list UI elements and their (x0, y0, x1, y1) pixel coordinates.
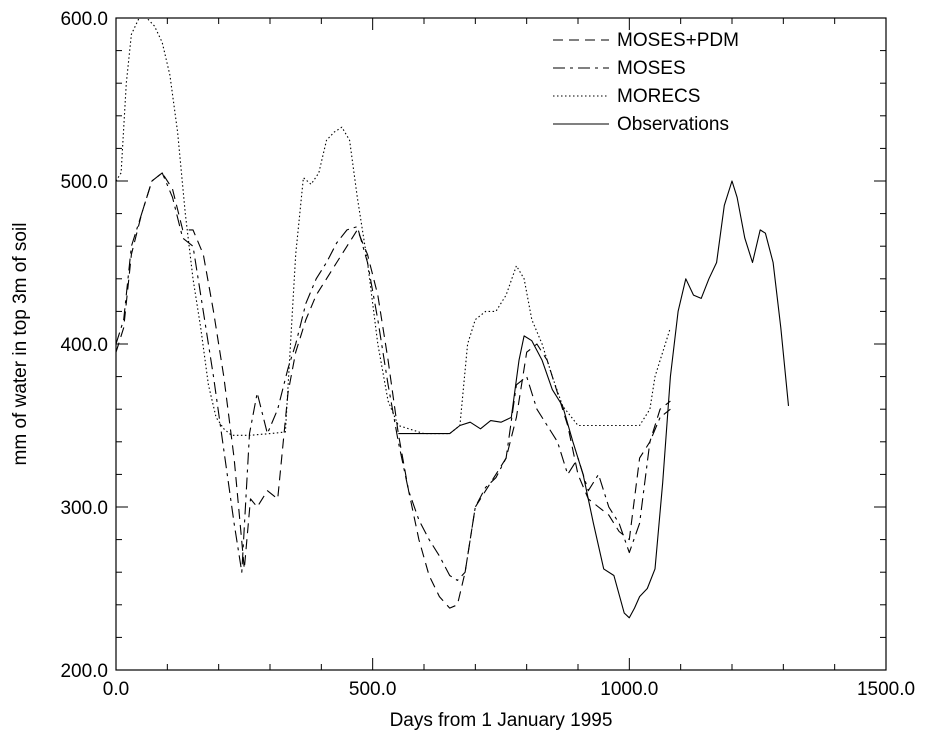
y-tick-label: 200.0 (60, 661, 108, 682)
series-line-3 (115, 17, 671, 436)
x-tick-label: 1000.0 (600, 679, 658, 700)
x-tick-label: 0.0 (103, 679, 129, 700)
y-tick-label: 400.0 (60, 335, 108, 356)
y-tick-label: 500.0 (60, 172, 108, 193)
x-tick-label: 1500.0 (857, 679, 915, 700)
legend: MOSES+PDM MOSES MORECS Observations (553, 30, 739, 135)
series-line-1 (115, 172, 671, 609)
series-lines (115, 17, 790, 619)
legend-label: MORECS (617, 86, 700, 107)
legend-label: MOSES (617, 58, 686, 79)
y-axis-title: mm of water in top 3m of soil (10, 223, 31, 466)
plot-frame (115, 17, 887, 671)
x-tick-label: 500.0 (349, 679, 397, 700)
series-line-2 (115, 172, 671, 581)
series-line-4 (398, 180, 790, 619)
legend-label: Observations (617, 114, 729, 135)
axis-ticks (115, 17, 887, 671)
axis-tick-labels: 0.0 500.0 1000.0 1500.0 200.0 300.0 400.0 500.0… (60, 9, 915, 700)
legend-label: MOSES+PDM (617, 30, 739, 51)
y-tick-label: 300.0 (60, 498, 108, 519)
y-tick-label: 600.0 (60, 9, 108, 30)
x-axis-title: Days from 1 January 1995 (390, 710, 613, 731)
